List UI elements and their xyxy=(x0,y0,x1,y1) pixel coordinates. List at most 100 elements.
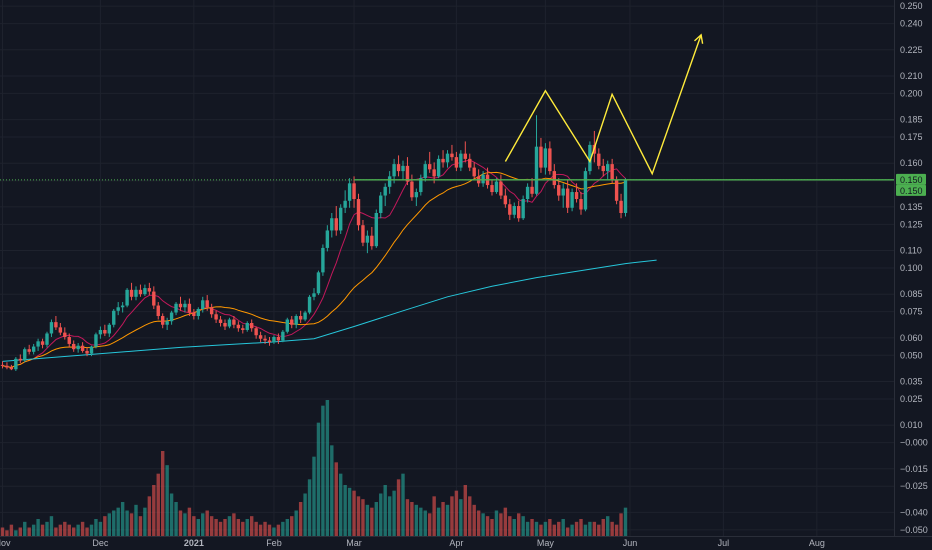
volume-bar xyxy=(339,473,343,536)
candle-body xyxy=(543,148,548,168)
candle-body xyxy=(147,288,152,292)
volume-bar xyxy=(196,519,200,536)
candle-body xyxy=(143,288,147,295)
candle-body xyxy=(250,322,254,329)
candle-body xyxy=(423,164,427,179)
candle-body xyxy=(588,144,592,172)
volume-bar xyxy=(423,510,427,536)
candle-body xyxy=(570,192,574,208)
volume-bar xyxy=(9,524,14,536)
volume-bar xyxy=(0,527,5,536)
candle-body xyxy=(112,310,116,325)
candle-body xyxy=(209,307,214,315)
candle-body xyxy=(459,153,463,168)
volume-bar xyxy=(552,524,556,536)
volume-bar xyxy=(63,521,67,536)
volume-bar xyxy=(178,510,183,536)
candle-body xyxy=(321,247,325,273)
volume-bar xyxy=(218,521,223,536)
volume-bar xyxy=(614,524,619,536)
second-price-badge xyxy=(896,184,926,196)
pattern-drawing xyxy=(504,34,702,176)
volume-bar xyxy=(347,487,352,536)
candle-body xyxy=(539,146,543,168)
price-tick-label: 0.125 xyxy=(900,219,923,229)
candle-body xyxy=(339,207,343,231)
volume-bar xyxy=(330,445,334,536)
candle-body xyxy=(441,158,445,163)
candle-body xyxy=(490,185,494,193)
candle-body xyxy=(517,206,521,219)
price-tick-label: 0.060 xyxy=(900,333,923,343)
volume-bar xyxy=(40,524,45,536)
ma-long-line xyxy=(2,259,657,362)
candle-body xyxy=(152,291,156,306)
volume-bar xyxy=(481,513,485,536)
volume-bar xyxy=(134,504,138,536)
candle-body xyxy=(156,305,160,317)
volume-bar xyxy=(619,513,623,536)
candle-body xyxy=(379,195,383,214)
candle-body xyxy=(525,186,530,200)
candle-body xyxy=(138,289,143,295)
candle-body xyxy=(192,312,196,317)
candle-body xyxy=(512,206,516,215)
volume-bar xyxy=(241,521,245,536)
volume-bar xyxy=(565,527,570,536)
volume-bar xyxy=(352,490,356,536)
volume-bar xyxy=(156,473,160,536)
volume-bar xyxy=(169,493,174,536)
candle-body xyxy=(85,350,89,354)
volume-bar xyxy=(294,510,298,536)
current-price-badge xyxy=(896,173,926,185)
volume-bar xyxy=(49,516,54,536)
volume-bar xyxy=(31,524,36,536)
candle-body xyxy=(129,289,134,297)
candle-body xyxy=(481,174,485,184)
volume-bar xyxy=(290,516,294,536)
time-tick-label: Jul xyxy=(718,538,730,548)
candle-body xyxy=(325,230,330,248)
candle-body xyxy=(54,322,58,328)
volume-bar xyxy=(623,507,628,536)
candle-body xyxy=(276,336,281,341)
time-axis[interactable]: Nov Dec 2021 Feb Mar Apr May Jun Jul Aug xyxy=(0,538,825,548)
volume-bar xyxy=(245,519,249,536)
candle-body xyxy=(214,314,218,320)
volume-bar xyxy=(512,519,516,536)
volume-bar xyxy=(428,513,432,536)
volume-bar xyxy=(250,516,254,536)
candle-body xyxy=(356,199,361,226)
candle-body xyxy=(98,329,103,335)
arrow-head-icon xyxy=(694,33,704,44)
time-tick-label: Aug xyxy=(809,538,825,548)
candle-body xyxy=(125,289,129,306)
candle-body xyxy=(18,358,22,361)
volume-bar xyxy=(161,451,165,536)
volume-bar xyxy=(561,519,565,536)
price-tick-label: 0.025 xyxy=(900,394,923,404)
volume-bar xyxy=(410,502,414,536)
candle-body xyxy=(272,336,276,343)
volume-bar xyxy=(45,521,49,536)
candle-body xyxy=(45,333,49,345)
volume-bar xyxy=(94,519,98,536)
candle-body xyxy=(374,213,378,247)
volume-bar xyxy=(606,516,610,536)
volume-bar xyxy=(214,519,218,536)
candle-body xyxy=(610,164,614,180)
candle-body xyxy=(23,349,27,361)
volume-bar xyxy=(476,510,481,536)
candle-body xyxy=(36,341,40,347)
price-tick-label: 0.185 xyxy=(900,115,923,125)
volume-bar xyxy=(374,502,378,536)
volume-bar xyxy=(419,507,423,536)
candle-body xyxy=(597,153,601,166)
candle-body xyxy=(174,303,178,313)
candle-body xyxy=(583,171,588,210)
volume-bar xyxy=(112,510,116,536)
volume-bar xyxy=(80,521,85,536)
second-price-badge-label: 0.150 xyxy=(900,186,923,196)
